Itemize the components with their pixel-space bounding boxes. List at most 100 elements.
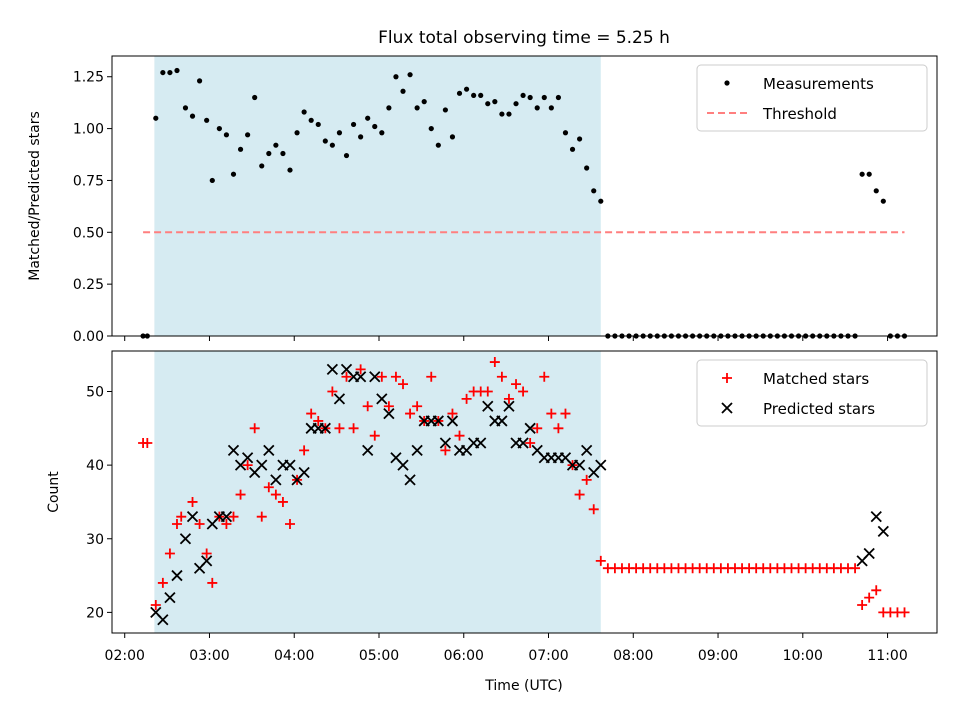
predicted-point — [524, 422, 536, 434]
matched-point — [553, 423, 564, 434]
predicted-point — [326, 363, 339, 376]
measurement-point — [216, 125, 222, 132]
matched-point — [235, 489, 246, 500]
predicted-point — [179, 533, 192, 545]
measurement-point — [421, 99, 427, 105]
measurement-point — [329, 142, 335, 148]
predicted-point — [517, 437, 529, 449]
observing-window-shade — [154, 56, 601, 336]
matched-point — [277, 496, 288, 507]
matched-point — [850, 563, 861, 574]
matched-point — [299, 445, 310, 456]
matched-point — [355, 364, 366, 375]
measurement-point — [873, 188, 879, 194]
measurement-point — [365, 115, 371, 121]
measurement-point — [245, 132, 251, 138]
measurement-point — [428, 125, 434, 132]
measurement-point — [562, 130, 569, 136]
y-tick-label: 50 — [86, 384, 104, 400]
predicted-point — [581, 444, 593, 457]
predicted-point — [877, 525, 889, 538]
matched-point — [201, 548, 212, 559]
matched-point — [454, 430, 465, 441]
predicted-point — [573, 459, 586, 471]
y-tick-label: 1.00 — [73, 122, 104, 138]
measurement-point — [499, 111, 505, 117]
measurement-point — [167, 69, 173, 76]
matched-point — [482, 386, 493, 397]
measurement-point — [315, 121, 321, 128]
predicted-point — [241, 452, 254, 464]
measurement-point — [520, 92, 526, 99]
measurement-point — [343, 152, 350, 159]
matched-point — [461, 393, 472, 404]
legend-box — [696, 359, 928, 427]
y-tick-label: 20 — [86, 605, 104, 621]
y-tick-label: 40 — [86, 458, 104, 474]
measurement-point — [555, 94, 562, 101]
measurement-point — [449, 134, 456, 140]
predicted-point — [482, 400, 494, 412]
x-tick-label: 03:00 — [189, 648, 229, 664]
matched-point — [171, 519, 182, 530]
predicted-point — [376, 393, 388, 405]
predicted-point — [397, 459, 409, 471]
measurement-point — [287, 167, 293, 173]
matched-point — [405, 408, 416, 419]
measurement-point — [485, 101, 491, 107]
matched-point — [362, 401, 373, 412]
measurement-point — [259, 163, 265, 169]
matched-point — [164, 548, 175, 559]
y-tick-label: 0.25 — [73, 277, 104, 293]
predicted-point — [186, 511, 199, 523]
x-tick-label: 08:00 — [613, 648, 653, 664]
matched-point — [383, 401, 394, 412]
x-tick-label: 10:00 — [783, 648, 823, 664]
predicted-point — [496, 415, 508, 427]
matched-point — [150, 600, 161, 611]
predicted-point — [362, 444, 374, 457]
measurement-point — [294, 130, 300, 136]
predicted-point — [475, 437, 487, 449]
matched-point — [369, 430, 380, 441]
matched-point — [560, 408, 571, 419]
axes-frame — [111, 350, 938, 634]
measurement-point — [174, 67, 180, 74]
measurement-point — [379, 130, 385, 136]
series-predicted-stars — [150, 363, 889, 626]
measurement-point — [541, 94, 547, 101]
predicted-point — [439, 437, 452, 449]
y-tick-label: 30 — [86, 532, 104, 548]
predicted-point — [256, 459, 268, 471]
predicted-point — [404, 474, 416, 486]
matched-point — [221, 519, 232, 530]
measurement-point — [230, 171, 237, 177]
legend-marker-matched — [722, 373, 732, 383]
matched-point — [864, 592, 875, 603]
y-tick-label: 0.50 — [73, 225, 104, 241]
legend-label: Matched stars — [763, 370, 869, 388]
measurement-point — [386, 105, 392, 111]
matched-point — [242, 460, 253, 471]
measurement-point — [237, 146, 244, 152]
legend-label: Threshold — [762, 105, 837, 123]
matched-point — [327, 386, 338, 397]
legend-label: Predicted stars — [763, 400, 875, 418]
measurement-point — [513, 101, 519, 107]
predicted-point — [201, 555, 213, 567]
predicted-point — [284, 459, 296, 471]
matched-point — [194, 519, 205, 530]
measurement-point — [591, 188, 597, 194]
measurement-point — [576, 136, 583, 142]
predicted-point — [171, 569, 183, 582]
matched-point — [871, 585, 882, 596]
measurement-point — [456, 90, 463, 96]
matched-point — [187, 496, 198, 507]
matched-point — [518, 386, 529, 397]
predicted-point — [863, 547, 875, 560]
measurement-point — [196, 78, 203, 84]
measurement-point — [372, 123, 378, 130]
measurement-point — [336, 130, 343, 136]
predicted-point — [354, 371, 367, 383]
